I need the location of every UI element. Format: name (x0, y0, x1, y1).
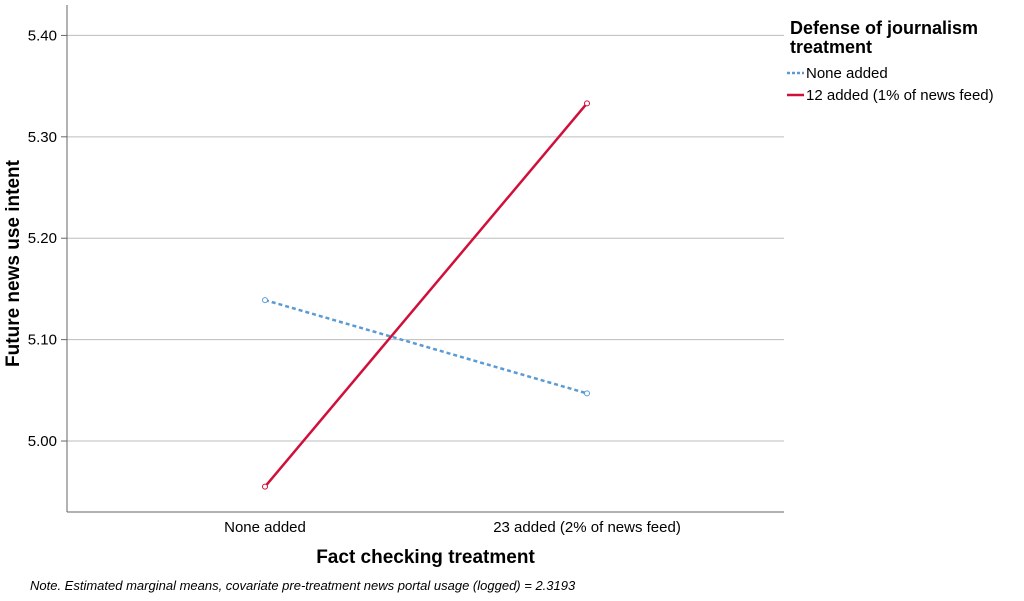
series-point-1-1 (584, 100, 590, 107)
x-tick-label-1: 23 added (2% of news feed) (493, 519, 681, 536)
series-line-1 (264, 102, 588, 488)
legend-title-line-2: treatment (790, 37, 872, 57)
y-tick-label-2: 5.20 (28, 230, 57, 247)
gridlines (67, 34, 784, 442)
y-tick-label-1: 5.10 (28, 332, 57, 349)
x-tick-label-0: None added (224, 519, 306, 536)
series-line-0 (264, 298, 588, 395)
legend-title-line-1: Defense of journalism (790, 18, 978, 38)
legend-label-0: None added (806, 65, 888, 82)
y-tick-label-3: 5.30 (28, 129, 57, 146)
series-point-1-0 (262, 483, 268, 490)
series-layer (262, 100, 590, 490)
series-point-0-1 (584, 390, 590, 397)
y-axis-title: Future news use intent (3, 159, 24, 367)
x-axis-title: Fact checking treatment (316, 547, 535, 568)
y-tick-label-0: 5.00 (28, 433, 57, 450)
axes: 5.00 5.10 5.20 5.30 5.40 None added 23 added (… (3, 5, 784, 568)
y-tick-label-4: 5.40 (28, 27, 57, 44)
series-point-0-0 (262, 297, 268, 304)
legend-label-1: 12 added (1% of news feed) (806, 87, 994, 104)
chart-note: Note. Estimated marginal means, covariat… (30, 578, 576, 593)
